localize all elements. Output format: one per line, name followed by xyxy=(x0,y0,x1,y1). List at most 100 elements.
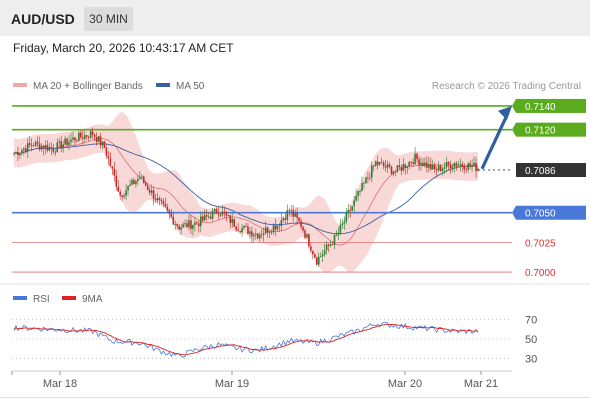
candle-body xyxy=(449,164,452,169)
level-tag-0.7050 xyxy=(516,205,586,220)
candle-body xyxy=(80,132,82,138)
chart-datetime: Friday, March 20, 2026 10:43:17 AM CET xyxy=(13,41,234,55)
candle-body xyxy=(227,215,230,216)
candle-body xyxy=(158,198,161,200)
rsi-level-label-30: 30 xyxy=(525,353,537,365)
candle-body xyxy=(280,220,283,226)
candle-body xyxy=(445,161,448,168)
symbol-title: AUD/USD xyxy=(11,11,75,27)
candle-body xyxy=(398,165,401,168)
candle-body xyxy=(129,184,131,187)
legend-rsi: RSI xyxy=(13,294,50,305)
candle-body xyxy=(256,233,259,239)
candle-body xyxy=(380,162,383,163)
candle-body xyxy=(349,210,352,211)
candle-body xyxy=(111,166,114,169)
candle-body xyxy=(408,161,410,167)
candle-body xyxy=(219,214,222,216)
candle-body xyxy=(282,218,285,221)
candle-body xyxy=(347,210,350,214)
candle-body xyxy=(115,175,118,187)
candle-body xyxy=(32,145,35,147)
rsi-level-label-50: 50 xyxy=(525,334,537,346)
candle-body xyxy=(469,163,471,167)
candle-body xyxy=(72,137,74,140)
research-credit: Research © 2026 Trading Central xyxy=(431,81,581,92)
legend-rsi-ma-label: 9MA xyxy=(82,294,103,305)
candle-body xyxy=(162,201,165,204)
candle-body xyxy=(235,226,237,230)
candle-body xyxy=(435,169,438,171)
candle-body xyxy=(109,158,112,167)
candle-body xyxy=(290,210,293,212)
candle-body xyxy=(144,182,147,186)
candle-body xyxy=(258,234,261,239)
rsi-ma-line xyxy=(13,323,479,356)
candle-body xyxy=(317,256,320,265)
legend-bollinger-label: MA 20 + Bollinger Bands xyxy=(33,81,143,92)
candle-body xyxy=(194,222,196,225)
candle-body xyxy=(412,162,414,164)
candle-body xyxy=(314,254,316,258)
timeframe-button[interactable]: 30 MIN xyxy=(84,7,133,31)
candle-body xyxy=(402,164,405,171)
candle-body xyxy=(209,216,212,219)
candle-body xyxy=(30,144,33,146)
candle-body xyxy=(414,153,416,164)
candle-body xyxy=(477,168,479,171)
candle-body xyxy=(243,225,245,229)
candle-body xyxy=(146,185,149,190)
candle-body xyxy=(325,244,328,251)
candle-body xyxy=(93,134,96,138)
forecast-arrow-shaft xyxy=(480,112,510,170)
candle-body xyxy=(87,136,90,138)
candle-body xyxy=(140,176,143,178)
candle-body xyxy=(174,223,177,225)
x-tick-label-Mar 18: Mar 18 xyxy=(43,378,77,390)
candle-body xyxy=(85,135,88,137)
level-label-0.7000: 0.7000 xyxy=(525,268,556,279)
candle-body xyxy=(17,151,19,156)
candle-body xyxy=(345,213,348,222)
candle-body xyxy=(13,153,15,155)
candle-body xyxy=(453,163,456,167)
candle-body xyxy=(471,165,473,167)
level-tag-pointer-0.7050 xyxy=(512,205,516,220)
candle-body xyxy=(437,165,440,171)
candle-body xyxy=(404,164,407,168)
candle-body xyxy=(164,203,167,207)
candle-body xyxy=(133,179,135,185)
candle-body xyxy=(15,151,17,154)
candle-body xyxy=(253,234,255,237)
candle-body xyxy=(465,169,468,171)
candle-body xyxy=(341,223,344,226)
candle-body xyxy=(97,136,100,142)
candle-body xyxy=(300,220,302,227)
candle-body xyxy=(457,164,460,166)
candle-body xyxy=(262,233,265,235)
candle-body xyxy=(241,228,243,233)
current-price-label: 0.7086 xyxy=(525,166,556,177)
candle-body xyxy=(475,163,477,171)
candle-body xyxy=(371,165,373,178)
candle-body xyxy=(70,139,72,142)
candle-body xyxy=(99,136,102,146)
candle-body xyxy=(46,145,49,151)
level-tag-pointer-0.7120 xyxy=(512,122,516,137)
x-tick-label-Mar 20: Mar 20 xyxy=(388,378,422,390)
candle-body xyxy=(357,190,359,196)
candle-body xyxy=(239,230,241,233)
candle-body xyxy=(260,234,263,236)
candle-body xyxy=(66,138,68,145)
candle-body xyxy=(392,171,395,174)
candle-body xyxy=(461,163,464,167)
candle-body xyxy=(221,211,224,216)
candle-body xyxy=(428,164,430,168)
candle-body xyxy=(424,162,426,166)
candle-body xyxy=(374,161,377,166)
candle-body xyxy=(215,208,218,214)
candle-body xyxy=(431,164,434,170)
frame-bottom xyxy=(0,397,590,398)
candle-body xyxy=(455,163,458,166)
